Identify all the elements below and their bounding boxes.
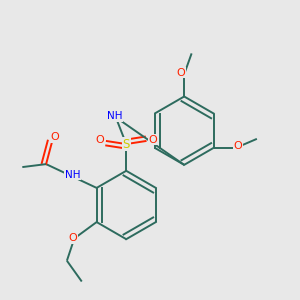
Text: NH: NH	[106, 111, 122, 121]
Text: O: O	[51, 132, 59, 142]
Text: S: S	[122, 138, 130, 151]
Text: O: O	[233, 141, 242, 151]
Text: NH: NH	[65, 169, 81, 179]
Text: O: O	[68, 233, 77, 243]
Text: O: O	[177, 68, 186, 78]
Text: O: O	[148, 135, 157, 145]
Text: O: O	[95, 135, 104, 145]
